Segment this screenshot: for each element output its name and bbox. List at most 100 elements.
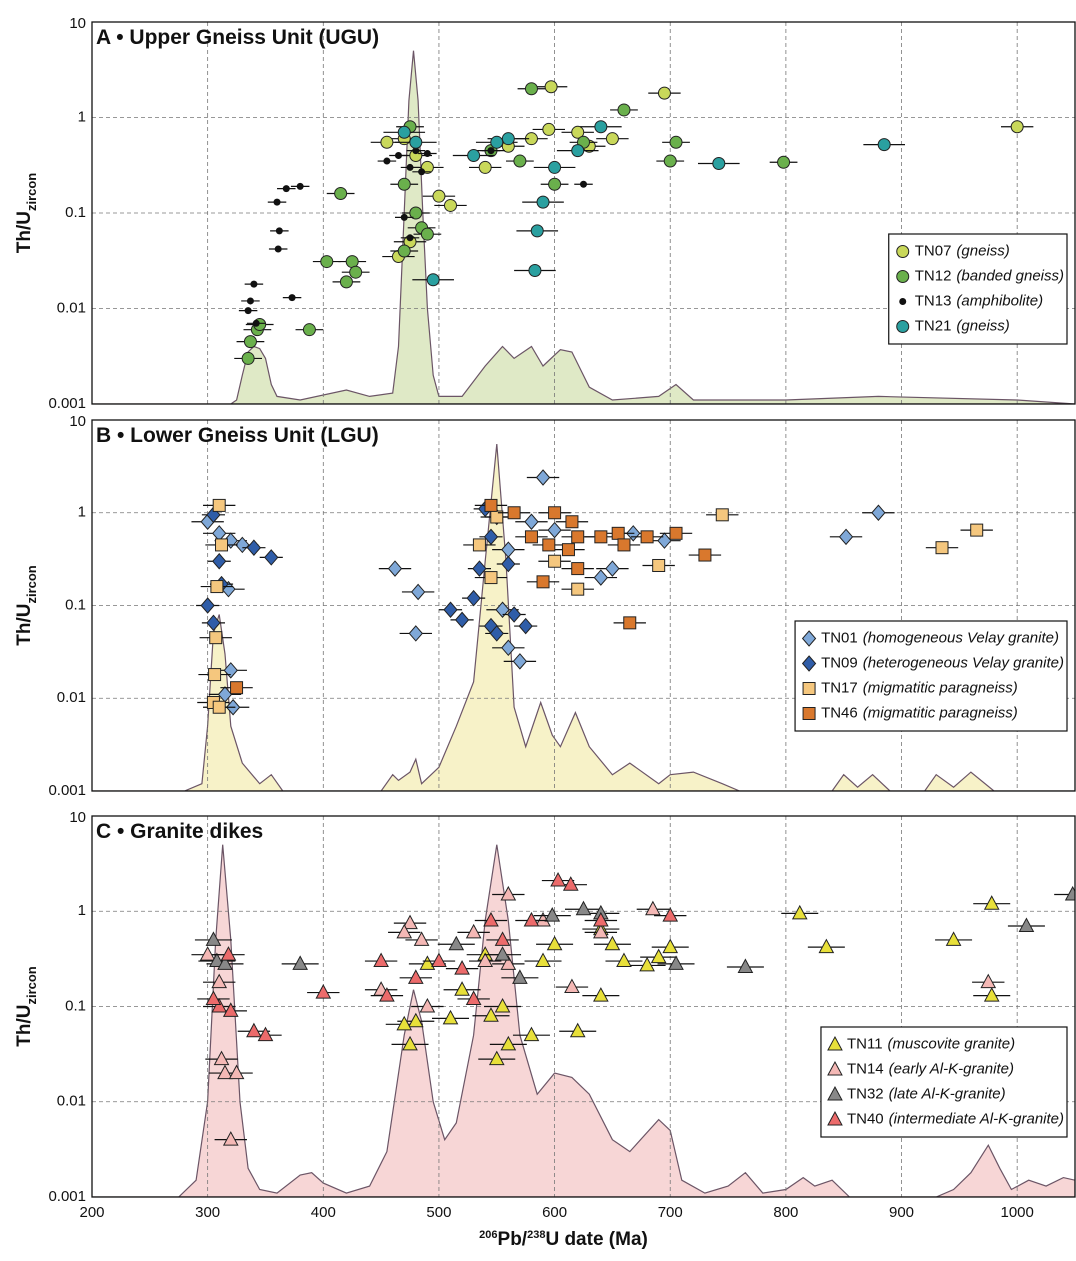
data-point [970,523,984,537]
data-point [383,157,391,165]
legend-label: TN14 (early Al-K-granite) [847,1060,1014,1077]
panel: 10 1 0.1 0.01 0.001 A • Upper Gneiss Unit (UG… [14,15,1076,412]
plot-frame [91,419,1076,792]
data-point [495,601,510,619]
data-point [432,189,446,203]
legend-description: (early Al-K-granite) [889,1060,1014,1077]
data-point [617,103,631,117]
data-point [571,125,585,139]
legend-box [820,1026,1068,1138]
legend-description: (late Al-K-granite) [889,1085,1006,1102]
data-point [472,560,487,577]
x-tick-label: 500 [426,1204,451,1221]
data-point [575,900,592,916]
data-point [208,668,222,682]
x-tick-label: 1000 [1000,1204,1033,1221]
data-point [652,558,666,572]
x-tick-label: 600 [542,1204,567,1221]
legend-description: (intermediate Al-K-granite) [889,1110,1064,1127]
legend: TN01 (homogeneous Velay granite) TN09 (hete… [794,620,1068,732]
data-point [640,530,654,544]
data-point [241,351,255,365]
data-point [536,575,550,589]
data-point [200,597,215,614]
x-tick-label: 400 [311,1204,336,1221]
data-point [524,513,539,531]
legend-name: TN17 [821,679,858,696]
data-point [407,1012,424,1028]
data-point [396,923,413,939]
legend-label: TN07 (gneiss) [915,242,1010,259]
data-point [501,639,516,657]
data-point [593,911,609,927]
data-point [426,273,440,287]
data-point [565,515,579,529]
legend-name: TN09 [821,654,858,671]
data-point [320,255,334,269]
density-area [92,444,1075,791]
data-point [454,611,470,629]
data-point [500,955,517,970]
x-label-part: Pb/ [498,1229,528,1250]
data-point [273,198,281,206]
data-point [535,469,551,486]
legend-label: TN11 (muscovite granite) [847,1035,1015,1052]
data-point [205,931,222,946]
data-point [477,952,494,968]
data-point [569,1022,586,1038]
y-label-sub: zircon [24,565,39,603]
data-point [212,700,226,714]
legend-marker [827,1035,843,1051]
data-point [409,135,423,149]
x-tick-label: 900 [889,1204,914,1221]
y-tick-label: 0.01 [57,1093,86,1110]
data-point [315,984,332,999]
y-tick-label: 0.001 [48,1188,86,1205]
data-point [518,617,533,635]
data-point [524,82,538,96]
legend-description: (gneiss) [956,242,1009,259]
legend-description: (homogeneous Velay granite) [863,629,1059,646]
data-point [454,981,470,996]
data-point [506,606,522,623]
legend-marker [899,298,907,305]
panel: 10 1 0.1 0.01 0.001 B • Lower Gneiss Unit (LG… [14,413,1076,799]
y-label-main: Th/U [14,1005,35,1047]
legend-label: TN46 (migmatitic paragneiss) [821,704,1018,721]
y-tick-label: 0.01 [57,299,86,316]
legend-name: TN07 [915,242,952,259]
data-point [494,997,511,1013]
data-point [206,614,221,632]
data-point [715,508,729,522]
data-point [235,536,250,554]
data-point [410,583,426,601]
data-point [528,263,542,277]
data-point [420,227,434,241]
data-point [548,554,562,568]
x-tick-label: 200 [79,1204,104,1221]
data-point [494,931,511,946]
y-label-sub: zircon [24,173,39,211]
data-point [222,1002,239,1017]
legend-name: TN32 [847,1085,884,1102]
legend-name: TN01 [821,629,858,646]
legend-marker [896,270,910,283]
data-point [507,506,521,520]
data-point [639,956,655,972]
legend-marker [896,245,910,258]
data-point [611,526,625,540]
data-point [571,562,585,576]
data-point [1018,917,1035,933]
data-point [513,154,527,168]
data-point [544,907,561,922]
data-point [408,625,423,642]
legend-box [794,620,1068,732]
data-point [562,876,579,891]
data-point [500,1035,517,1051]
data-point [546,935,563,951]
data-point [213,1050,230,1066]
data-point [246,1022,262,1038]
data-point [217,955,233,970]
data-point [487,147,495,155]
data-point [524,530,538,544]
